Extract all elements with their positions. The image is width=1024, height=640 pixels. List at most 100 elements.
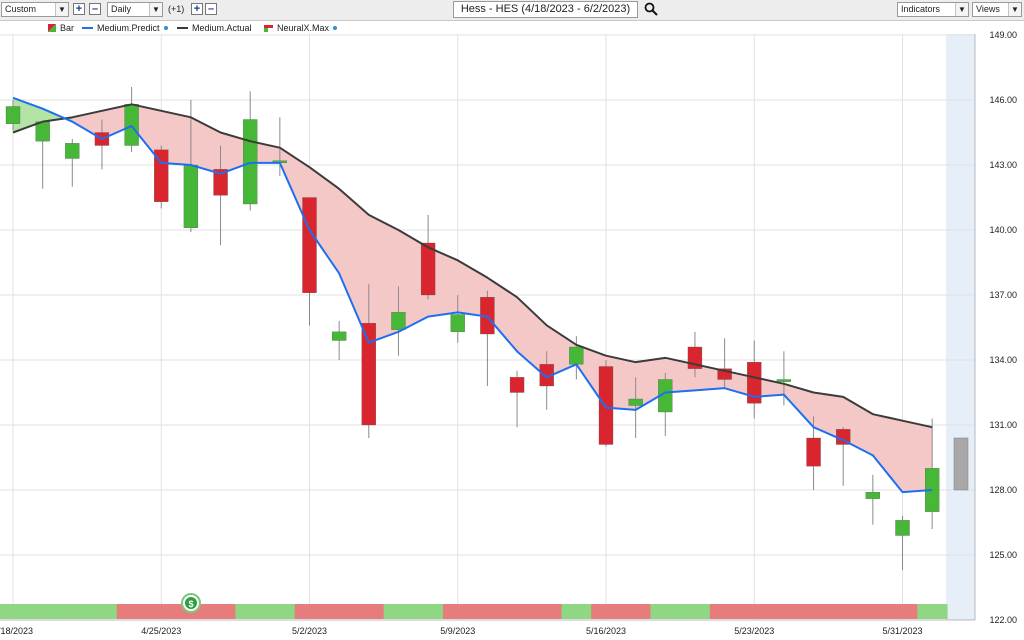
candle-down (213, 169, 228, 196)
chevron-down-icon: ▼ (955, 3, 968, 16)
candle-up (183, 164, 199, 228)
signal-band-segment (620, 604, 652, 619)
views-select[interactable]: Views ▼ (972, 2, 1022, 17)
line-swatch-icon (177, 27, 188, 29)
signal-band-segment (591, 604, 622, 619)
template-select[interactable]: Custom ▼ (1, 2, 69, 17)
offset-decrease-button[interactable]: – (205, 3, 217, 15)
zoom-in-button[interactable]: + (73, 3, 85, 15)
y-tick-label: 131.00 (989, 420, 1017, 430)
x-tick-label: 5/23/2023 (734, 626, 774, 636)
signal-band-segment (265, 604, 296, 619)
period-select-value: Daily (111, 4, 132, 14)
forecast-zone (946, 34, 975, 620)
x-tick-label: 5/9/2023 (440, 626, 475, 636)
candle-down (302, 197, 317, 293)
indicators-select[interactable]: Indicators ▼ (897, 2, 969, 17)
signal-band-segment (87, 604, 118, 619)
zoom-out-button[interactable]: – (89, 3, 101, 15)
candle-up (450, 314, 465, 332)
chart-title: Hess - HES (4/18/2023 - 6/2/2023) (453, 1, 638, 18)
candle-down (806, 437, 821, 467)
signal-band-segment (709, 604, 741, 619)
y-tick-label: 146.00 (989, 95, 1017, 105)
x-tick-label: 4/25/2023 (141, 626, 181, 636)
views-label: Views (976, 4, 1000, 14)
x-tick-label: 5/31/2023 (882, 626, 922, 636)
signal-band-segment (828, 604, 859, 619)
signal-band-segment (858, 604, 889, 619)
signal-band-segment (57, 604, 88, 619)
legend-bar: Bar (48, 22, 74, 34)
indicators-label: Indicators (901, 4, 941, 14)
candle-down (598, 366, 614, 445)
x-tick-label: 4/18/2023 (0, 626, 33, 636)
signal-band-segment (769, 604, 800, 619)
signal-band-segment (353, 604, 385, 619)
signal-band-segment (0, 604, 31, 619)
signal-band-segment (27, 604, 59, 619)
search-icon[interactable] (644, 2, 658, 16)
signal-band-segment (680, 604, 711, 619)
period-select[interactable]: Daily ▼ (107, 2, 163, 17)
candle-down (717, 368, 732, 380)
legend-label: Medium.Actual (192, 23, 252, 33)
candle-down (361, 323, 376, 426)
x-tick-label: 5/16/2023 (586, 626, 626, 636)
dollar-marker-icon[interactable]: $ (181, 593, 201, 613)
candle-down (420, 242, 436, 296)
x-tick-label: 5/2/2023 (292, 626, 327, 636)
candle-up (5, 106, 21, 124)
neuralx-swatch-icon (264, 24, 273, 32)
info-dot-icon[interactable] (163, 26, 168, 30)
signal-band-segment (531, 604, 563, 619)
candle-up (391, 312, 406, 330)
chevron-down-icon: ▼ (55, 3, 68, 16)
signal-band-segment (235, 604, 266, 619)
y-tick-label: 137.00 (989, 290, 1017, 300)
signal-band-segment (146, 604, 177, 619)
candle-up (776, 379, 792, 382)
candle-up (243, 119, 258, 205)
candle-up (331, 331, 347, 341)
candle-up (628, 398, 643, 406)
y-tick-label: 134.00 (989, 355, 1017, 365)
signal-band-segment (472, 604, 503, 619)
candle-up (569, 346, 584, 365)
candle-down (747, 362, 762, 404)
info-dot-icon[interactable] (333, 26, 338, 30)
candle-up (65, 143, 80, 159)
signal-band-segment (294, 604, 325, 619)
legend-label: NeuralX.Max (277, 23, 330, 33)
toolbar: Custom ▼ + – Daily ▼ (+1) + – Hess - HES… (0, 0, 1024, 21)
offset-increase-button[interactable]: + (191, 3, 203, 15)
candle-up (865, 492, 880, 499)
legend-neuralx-max: NeuralX.Max (264, 22, 338, 34)
candle-up (35, 121, 50, 142)
candle-up (124, 104, 139, 146)
template-select-value: Custom (5, 4, 37, 14)
legend-medium-predict: Medium.Predict (82, 22, 168, 34)
signal-band-segment (917, 604, 948, 619)
signal-band-segment (205, 604, 236, 619)
signal-band-segment (887, 604, 918, 619)
medium-predict-line (12, 96, 933, 494)
bar-swatch-icon (48, 24, 56, 32)
signal-band-segment (116, 604, 148, 619)
fill-region-below (872, 413, 903, 493)
signal-band-segment (798, 604, 829, 619)
signal-band-segment (442, 604, 474, 619)
signal-band-segment (561, 604, 592, 619)
signal-band-segment (324, 604, 355, 619)
svg-text:$: $ (188, 599, 193, 609)
forecast-bar (953, 437, 969, 491)
line-swatch-icon (82, 27, 93, 29)
candle-up (895, 520, 910, 536)
y-tick-label: 128.00 (989, 485, 1017, 495)
signal-band-segment (413, 604, 444, 619)
legend-label: Bar (60, 23, 75, 33)
signal-band-segment (383, 604, 414, 619)
legend-label: Medium.Predict (97, 23, 160, 33)
chevron-down-icon: ▼ (1008, 3, 1021, 16)
